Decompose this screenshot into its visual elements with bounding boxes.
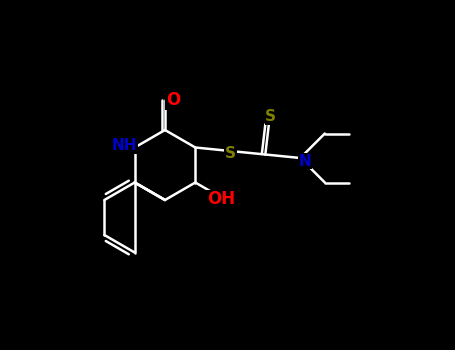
Text: S: S [265, 109, 276, 124]
Text: O: O [166, 91, 180, 109]
Text: S: S [225, 147, 236, 161]
Text: NH: NH [112, 138, 137, 153]
Text: N: N [299, 154, 312, 168]
Text: OH: OH [207, 190, 235, 208]
